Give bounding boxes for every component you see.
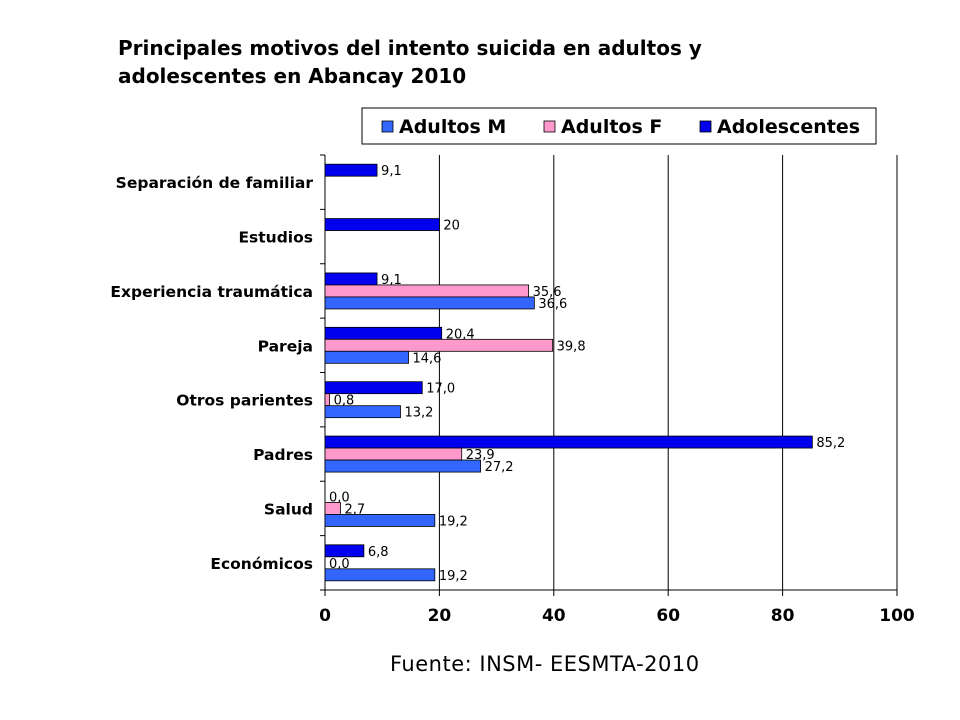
- legend-swatch-adultos-m: [381, 120, 394, 133]
- x-tick-label-0: 0: [319, 606, 331, 626]
- bar-adultos-m-experiencia-traumatica: [324, 296, 535, 310]
- data-label-adultos-m-experiencia-traumatica: 36,6: [538, 297, 567, 312]
- bar-adolescentes-otros-parientes: [324, 381, 423, 395]
- legend-label-adolescentes: Adolescentes: [717, 116, 860, 138]
- bar-adultos-f-experiencia-traumatica: [324, 284, 530, 298]
- legend-swatch-adolescentes: [699, 120, 712, 133]
- category-label-pareja: Pareja: [258, 337, 313, 355]
- source-note: Fuente: INSM- EESMTA-2010: [390, 652, 700, 676]
- bar-adultos-f-pareja: [324, 338, 554, 352]
- bar-adultos-m-economicos: [324, 568, 436, 582]
- legend-label-adultos-f: Adultos F: [561, 116, 662, 138]
- data-label-adultos-m-economicos: 19,2: [439, 569, 468, 584]
- data-label-adolescentes-padres: 85,2: [816, 436, 845, 451]
- data-label-adolescentes-economicos: 6,8: [368, 545, 389, 560]
- x-tick-label-40: 40: [542, 606, 566, 626]
- category-label-estudios: Estudios: [238, 229, 313, 247]
- data-label-adolescentes-otros-parientes: 17,0: [426, 382, 455, 397]
- bar-adultos-m-otros-parientes: [324, 405, 401, 419]
- bar-adolescentes-estudios: [324, 218, 440, 231]
- data-label-adultos-f-economicos: 0,0: [329, 557, 350, 572]
- bar-adultos-m-salud: [324, 514, 436, 527]
- data-label-adultos-m-salud: 19,2: [439, 514, 468, 529]
- x-tick-label-60: 60: [656, 606, 680, 626]
- bar-adolescentes-economicos: [324, 544, 365, 558]
- data-label-adolescentes-estudios: 20: [443, 219, 460, 234]
- data-label-adultos-f-pareja: 39,8: [557, 339, 586, 354]
- bar-adultos-f-padres: [324, 447, 463, 461]
- category-label-otros-parientes: Otros parientes: [176, 392, 313, 410]
- data-label-adolescentes-experiencia-traumatica: 9,1: [381, 273, 402, 288]
- category-label-separacion-de-familiar: Separación de familiar: [116, 174, 314, 192]
- category-label-salud: Salud: [264, 500, 313, 518]
- x-tick-label-100: 100: [879, 606, 915, 626]
- bar-adultos-f-salud: [324, 502, 341, 515]
- data-label-adultos-m-otros-parientes: 13,2: [405, 406, 434, 421]
- category-label-experiencia-traumatica: Experiencia traumática: [110, 283, 313, 301]
- chart-title-line-1: Principales motivos del intento suicida …: [118, 36, 702, 60]
- data-label-adolescentes-pareja: 20,4: [446, 327, 475, 342]
- bar-adultos-m-pareja: [324, 350, 409, 364]
- data-label-adolescentes-salud: 0,0: [329, 490, 350, 505]
- bar-adolescentes-pareja: [324, 326, 443, 340]
- chart-title: Principales motivos del intento suicida …: [118, 34, 758, 90]
- data-label-adultos-f-experiencia-traumatica: 35,6: [533, 285, 562, 300]
- legend: [361, 107, 877, 145]
- data-label-adultos-f-padres: 23,9: [466, 448, 495, 463]
- x-tick-label-20: 20: [428, 606, 452, 626]
- category-label-padres: Padres: [253, 446, 313, 464]
- data-label-adultos-m-padres: 27,2: [485, 460, 514, 475]
- bar-adolescentes-separacion-de-familiar: [324, 163, 378, 177]
- x-tick-label-80: 80: [771, 606, 795, 626]
- data-label-adultos-m-pareja: 14,6: [413, 351, 442, 366]
- chart-title-line-2: adolescentes en Abancay 2010: [118, 64, 467, 88]
- data-label-adolescentes-separacion-de-familiar: 9,1: [381, 164, 402, 179]
- data-label-adultos-f-salud: 2,7: [344, 502, 365, 517]
- legend-swatch-adultos-f: [543, 120, 556, 133]
- legend-label-adultos-m: Adultos M: [399, 116, 506, 138]
- bar-adolescentes-padres: [324, 435, 813, 449]
- data-label-adultos-f-otros-parientes: 0,8: [334, 394, 355, 409]
- bar-adolescentes-experiencia-traumatica: [324, 272, 378, 286]
- category-label-economicos: Económicos: [210, 555, 313, 573]
- bar-adultos-m-padres: [324, 459, 481, 473]
- bar-adultos-f-otros-parientes: [324, 393, 330, 407]
